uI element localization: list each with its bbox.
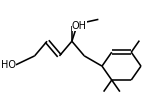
Text: OH: OH: [72, 21, 87, 31]
Text: HO: HO: [1, 60, 16, 70]
